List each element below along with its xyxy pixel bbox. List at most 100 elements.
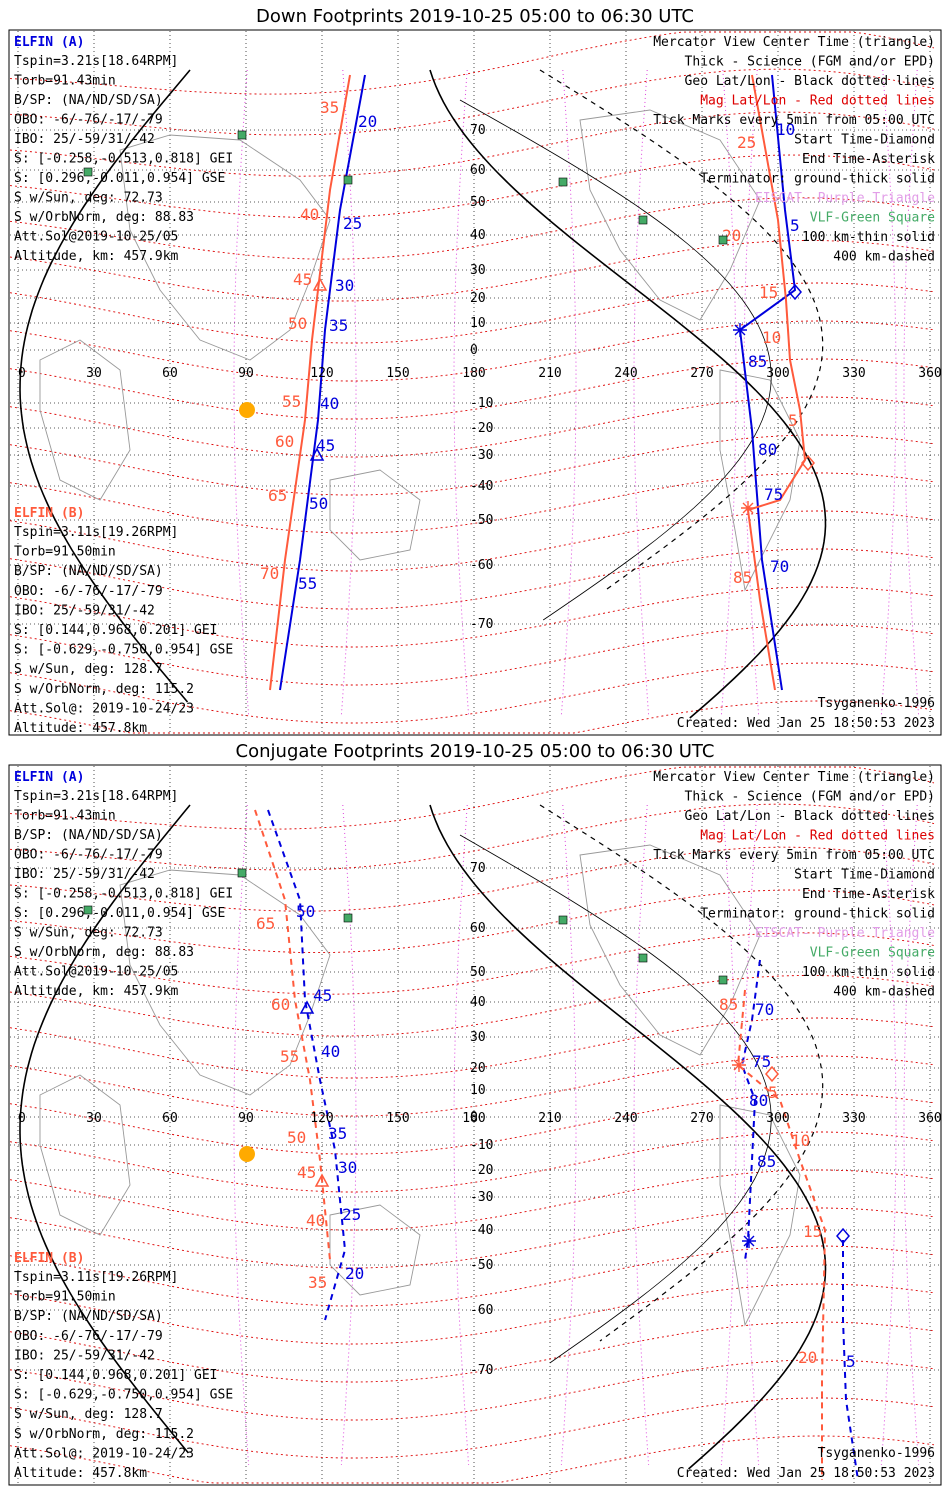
coastline <box>329 1204 421 1296</box>
legend-eiscat: EISCAT- Purple Triangle <box>755 926 935 941</box>
vlf-station-marker <box>237 130 247 140</box>
lon-tick-label: 360 <box>918 1111 941 1126</box>
elfin-a-start-diamond <box>836 1227 850 1245</box>
mag-lat-line <box>9 1397 935 1459</box>
lon-tick-label: 30 <box>86 366 102 381</box>
coastline <box>579 109 761 321</box>
elfin-b-end-asterisk <box>732 1058 746 1072</box>
elfin-b-end-asterisk <box>741 501 755 515</box>
elfin-a-info-line: S: [0.296,-0.011,0.954] GSE <box>14 906 225 921</box>
elfin-a-info-line: OBO: -6/-76/-17/-79 <box>14 113 163 128</box>
elfin-a-info-line: S: [-0.258,-0.513,0.818] GEI <box>14 887 233 902</box>
elfin-b-tick-label: 10 <box>762 328 781 347</box>
elfin-a-info-line: Torb=91.43min <box>14 74 116 89</box>
elfin-b-header: ELFIN (B) <box>14 506 84 521</box>
elfin-a-info-line: B/SP: (NA/ND/SD/SA) <box>14 828 163 843</box>
legend-center-time: Mercator View Center Time (triangle) <box>653 770 935 785</box>
elfin-a-info: ELFIN (A) Tspin=3.21s[18.64RPM] Torb=91.43… <box>14 35 233 264</box>
lon-tick-label: 210 <box>538 366 561 381</box>
elfin-a-info-line: B/SP: (NA/ND/SD/SA) <box>14 93 163 108</box>
elfin-b-info-line: Att.Sol@: 2019-10-24/23 <box>14 1446 194 1461</box>
coastline <box>39 1074 131 1236</box>
coastline <box>719 1104 801 1327</box>
legend-start: Start Time-Diamond <box>794 133 935 148</box>
coastlines <box>39 109 801 592</box>
mag-lat-line <box>9 1359 935 1421</box>
terminator <box>19 69 827 719</box>
elfin-b-tick-label: 85 <box>719 995 738 1014</box>
model-label: Tsyganenko-1996 <box>818 696 935 711</box>
mag-lat-line <box>9 1207 935 1269</box>
elfin-a-tick-label: 75 <box>752 1052 771 1071</box>
elfin-a-info-line: OBO: -6/-76/-17/-79 <box>14 848 163 863</box>
elfin-a-tick-label: 5 <box>846 1352 856 1371</box>
elfin-b-tick-label: 65 <box>256 914 275 933</box>
elfin-b-info: ELFIN (B) Tspin=3.11s[19.26RPM] Torb=91.50… <box>14 506 233 736</box>
elfin-b-tick-label: 85 <box>733 568 752 587</box>
elfin-a-center-triangle <box>309 447 325 461</box>
elfin-b-tick-label: 5 <box>788 411 798 430</box>
elfin-b-tick-label: 35 <box>320 98 339 117</box>
elfin-a-track-west <box>267 809 347 1321</box>
mag-lat-line <box>9 1093 935 1155</box>
lat-tick-label: 70 <box>470 123 486 138</box>
elfin-a-tick-label: 55 <box>298 574 317 593</box>
lon-tick-label: 300 <box>766 1111 789 1126</box>
elfin-a-info-line: S w/OrbNorm, deg: 88.83 <box>14 945 194 960</box>
panel-title: Conjugate Footprints 2019-10-25 05:00 to… <box>236 741 715 762</box>
elfin-a-tick-label: 10 <box>776 120 795 139</box>
legend-ticks: Tick Marks every 5min from 05:00 UTC <box>653 113 935 128</box>
elfin-a-tick-label: 25 <box>342 1205 361 1224</box>
elfin-a-track-east <box>740 959 761 1261</box>
elfin-a-header: ELFIN (A) <box>14 770 84 785</box>
elfin-a-tick-label: 85 <box>757 1152 776 1171</box>
lat-tick-label: 70 <box>470 861 486 876</box>
lat-tick-label: 50 <box>470 965 486 980</box>
axis-tick-labels: 0 30 60 90 120 150 180 210 240 270 300 330 360706050… <box>18 861 942 1378</box>
elfin-a-start-diamond <box>788 283 802 301</box>
lon-tick-label: 90 <box>238 1111 254 1126</box>
elfin-a-tick-label: 50 <box>296 902 315 921</box>
elfin-a-center-triangle <box>299 1000 315 1014</box>
mag-lat-line <box>9 889 935 954</box>
created-label: Created: Wed Jan 25 18:50:53 2023 <box>677 716 935 731</box>
lon-tick-label: 60 <box>162 1111 178 1126</box>
mag-lat-line <box>9 1131 935 1193</box>
legend-thick: Thick - Science (FGM and/or EPD) <box>685 55 935 70</box>
legend-km400: 400 km-dashed <box>833 250 935 265</box>
elfin-b-center-triangle <box>314 1173 330 1187</box>
panel-down-footprints: Down Footprints 2019-10-25 05:00 to 06:3… <box>8 6 942 736</box>
elfin-a-tick-label: 45 <box>313 986 332 1005</box>
lat-tick-label: 60 <box>470 921 486 936</box>
elfin-b-info-line: Tspin=3.11s[19.26RPM] <box>14 525 178 540</box>
elfin-b-track-east <box>746 74 807 691</box>
legend-end: End Time-Asterisk <box>802 152 935 167</box>
mag-lat-line <box>9 1435 935 1484</box>
lon-tick-label: 90 <box>238 366 254 381</box>
elfin-b-info-line: Att.Sol@: 2019-10-24/23 <box>14 701 194 716</box>
legend-km400: 400 km-dashed <box>833 985 935 1000</box>
lon-tick-label: 180 <box>462 366 485 381</box>
elfin-b-header: ELFIN (B) <box>14 1251 84 1266</box>
mag-lat-line <box>9 1283 935 1345</box>
mag-lat-line <box>9 1017 935 1079</box>
mag-lat-line <box>9 434 935 496</box>
mag-lat-line <box>9 240 935 302</box>
legend-terminator: Terminator: ground-thick solid <box>700 172 935 187</box>
elfin-b-info-line: IBO: 25/-59/31/-42 <box>14 1348 155 1363</box>
vlf-station-marker <box>638 215 648 225</box>
vlf-station-marker <box>343 175 353 185</box>
mag-lat-line <box>9 282 935 344</box>
elfin-b-tick-label: 40 <box>300 205 319 224</box>
legend-start: Start Time-Diamond <box>794 868 935 883</box>
footprint-tracks: 70 75 80 85 5 50 45 40 35 30 25 20 85 5 10 15 20 65 60 55 50… <box>239 809 859 1481</box>
elfin-a-track-west <box>279 74 366 691</box>
elfin-b-tick-label: 45 <box>293 270 312 289</box>
created-label: Created: Wed Jan 25 18:50:53 2023 <box>677 1466 935 1481</box>
lat-tick-label: -30 <box>470 1190 493 1205</box>
elfin-b-start-diamond <box>765 1065 779 1083</box>
elfin-b-info-line: IBO: 25/-59/31/-42 <box>14 603 155 618</box>
lon-tick-label: 210 <box>538 1111 561 1126</box>
coastline <box>119 134 331 361</box>
lon-tick-label: 30 <box>86 1111 102 1126</box>
